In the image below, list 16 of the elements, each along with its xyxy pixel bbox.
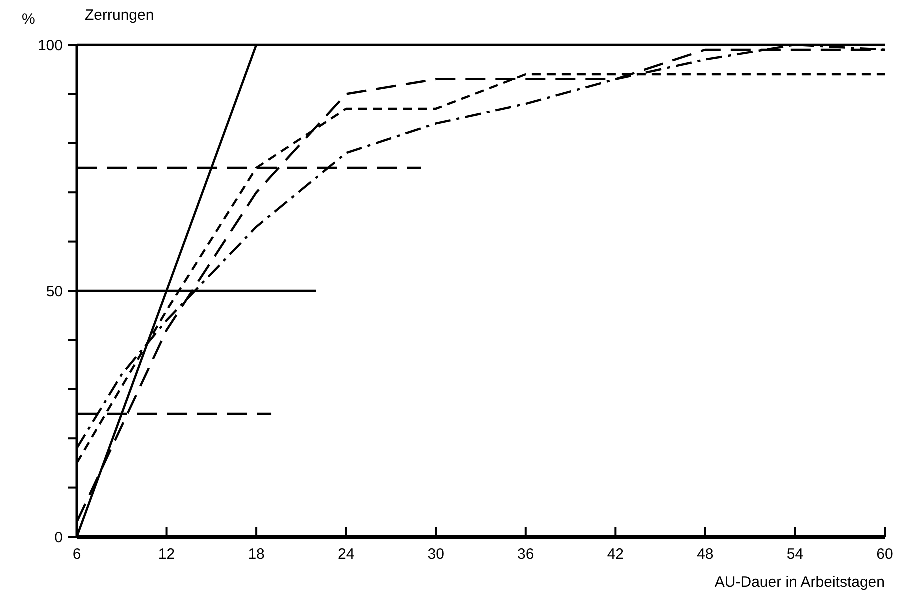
x-tick-label: 12 [158, 546, 176, 563]
x-tick-label: 54 [786, 546, 804, 563]
chart-title: Zerrungen [85, 7, 154, 24]
y-tick-label: 0 [54, 529, 63, 546]
x-tick-label: 42 [607, 546, 624, 563]
y-axis-title: % [22, 11, 36, 28]
x-axis-title: AU-Dauer in Arbeitstagen [714, 574, 885, 591]
x-tick-label: 48 [697, 546, 714, 563]
x-tick-label: 6 [72, 546, 82, 563]
x-tick-label: 60 [876, 546, 894, 563]
x-tick-label: 18 [248, 546, 265, 563]
y-tick-label: 100 [38, 37, 63, 54]
y-tick-label: 50 [46, 283, 63, 300]
x-tick-label: 36 [518, 546, 534, 563]
x-tick-label: 30 [428, 546, 444, 563]
x-tick-label: 24 [338, 546, 355, 563]
